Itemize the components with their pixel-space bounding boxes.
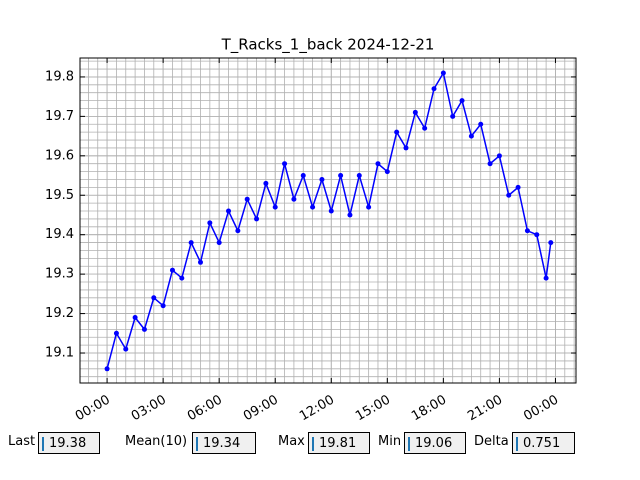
data-point <box>347 212 353 218</box>
data-point <box>422 125 428 131</box>
x-tick-label: 06:00 <box>185 393 225 425</box>
data-point <box>515 184 521 190</box>
data-point <box>151 295 157 301</box>
y-tick-label: 19.1 <box>45 346 74 361</box>
x-tick-label: 18:00 <box>409 393 449 425</box>
x-tick-label: 12:00 <box>297 393 337 425</box>
data-point <box>394 129 400 135</box>
y-tick-label: 19.6 <box>45 148 74 163</box>
stat-label: Delta <box>474 434 509 449</box>
data-point <box>291 196 297 202</box>
x-tick-label: 15:00 <box>353 393 393 425</box>
x-tick-label: 09:00 <box>241 393 281 425</box>
data-point <box>141 326 147 332</box>
data-point <box>216 240 222 246</box>
data-point <box>524 228 530 234</box>
data-point <box>543 275 549 281</box>
data-point <box>226 208 232 214</box>
data-point <box>450 113 456 119</box>
stat-textbox[interactable]: 19.34 <box>192 432 256 454</box>
data-point <box>319 176 325 182</box>
data-point <box>548 240 554 246</box>
y-tick-label: 19.5 <box>45 188 74 203</box>
data-point <box>104 366 110 372</box>
data-point <box>197 259 203 265</box>
plot-frame <box>79 57 577 384</box>
data-point <box>160 303 166 309</box>
data-point <box>440 70 446 76</box>
y-tick-label: 19.8 <box>45 69 74 84</box>
data-point <box>282 161 288 167</box>
data-point <box>179 275 185 281</box>
stat-label: Last <box>8 434 36 449</box>
data-point <box>403 145 409 151</box>
data-point <box>169 267 175 273</box>
stat-label: Mean(10) <box>125 434 188 449</box>
data-point <box>412 109 418 115</box>
x-tick-label: 21:00 <box>465 393 505 425</box>
stat-label: Max <box>278 434 305 449</box>
data-point <box>496 153 502 159</box>
data-point <box>431 86 437 92</box>
data-point <box>310 204 316 210</box>
data-point <box>188 240 194 246</box>
data-point <box>468 133 474 139</box>
stat-label: Min <box>378 434 402 449</box>
data-point <box>123 346 129 352</box>
data-point <box>207 220 213 226</box>
y-tick-label: 19.7 <box>45 109 74 124</box>
x-tick-label: 00:00 <box>73 393 113 425</box>
data-line <box>106 70 552 369</box>
data-point <box>328 208 334 214</box>
data-point <box>235 228 241 234</box>
data-point <box>263 180 269 186</box>
data-point <box>132 315 138 321</box>
data-point <box>478 121 484 127</box>
data-point <box>506 192 512 198</box>
data-point <box>244 196 250 202</box>
data-point <box>487 161 493 167</box>
data-point <box>366 204 372 210</box>
stat-textbox[interactable]: 19.81 <box>308 432 370 454</box>
data-point <box>384 169 390 175</box>
data-point <box>375 161 381 167</box>
data-point <box>254 216 260 222</box>
y-tick-label: 19.2 <box>45 306 74 321</box>
data-point <box>534 232 540 238</box>
data-point <box>113 330 119 336</box>
data-point <box>272 204 278 210</box>
data-point <box>300 173 306 179</box>
stat-textbox[interactable]: 0.751 <box>512 432 575 454</box>
chart-title: T_Racks_1_back 2024-12-21 <box>221 36 435 55</box>
y-tick-label: 19.3 <box>45 267 74 282</box>
data-point <box>338 173 344 179</box>
x-tick-label: 00:00 <box>521 393 561 425</box>
stat-textbox[interactable]: 19.38 <box>38 432 100 454</box>
data-point <box>356 173 362 179</box>
x-tick-label: 03:00 <box>129 393 169 425</box>
y-tick-label: 19.4 <box>45 227 74 242</box>
data-point <box>459 98 465 104</box>
stat-textbox[interactable]: 19.06 <box>404 432 466 454</box>
